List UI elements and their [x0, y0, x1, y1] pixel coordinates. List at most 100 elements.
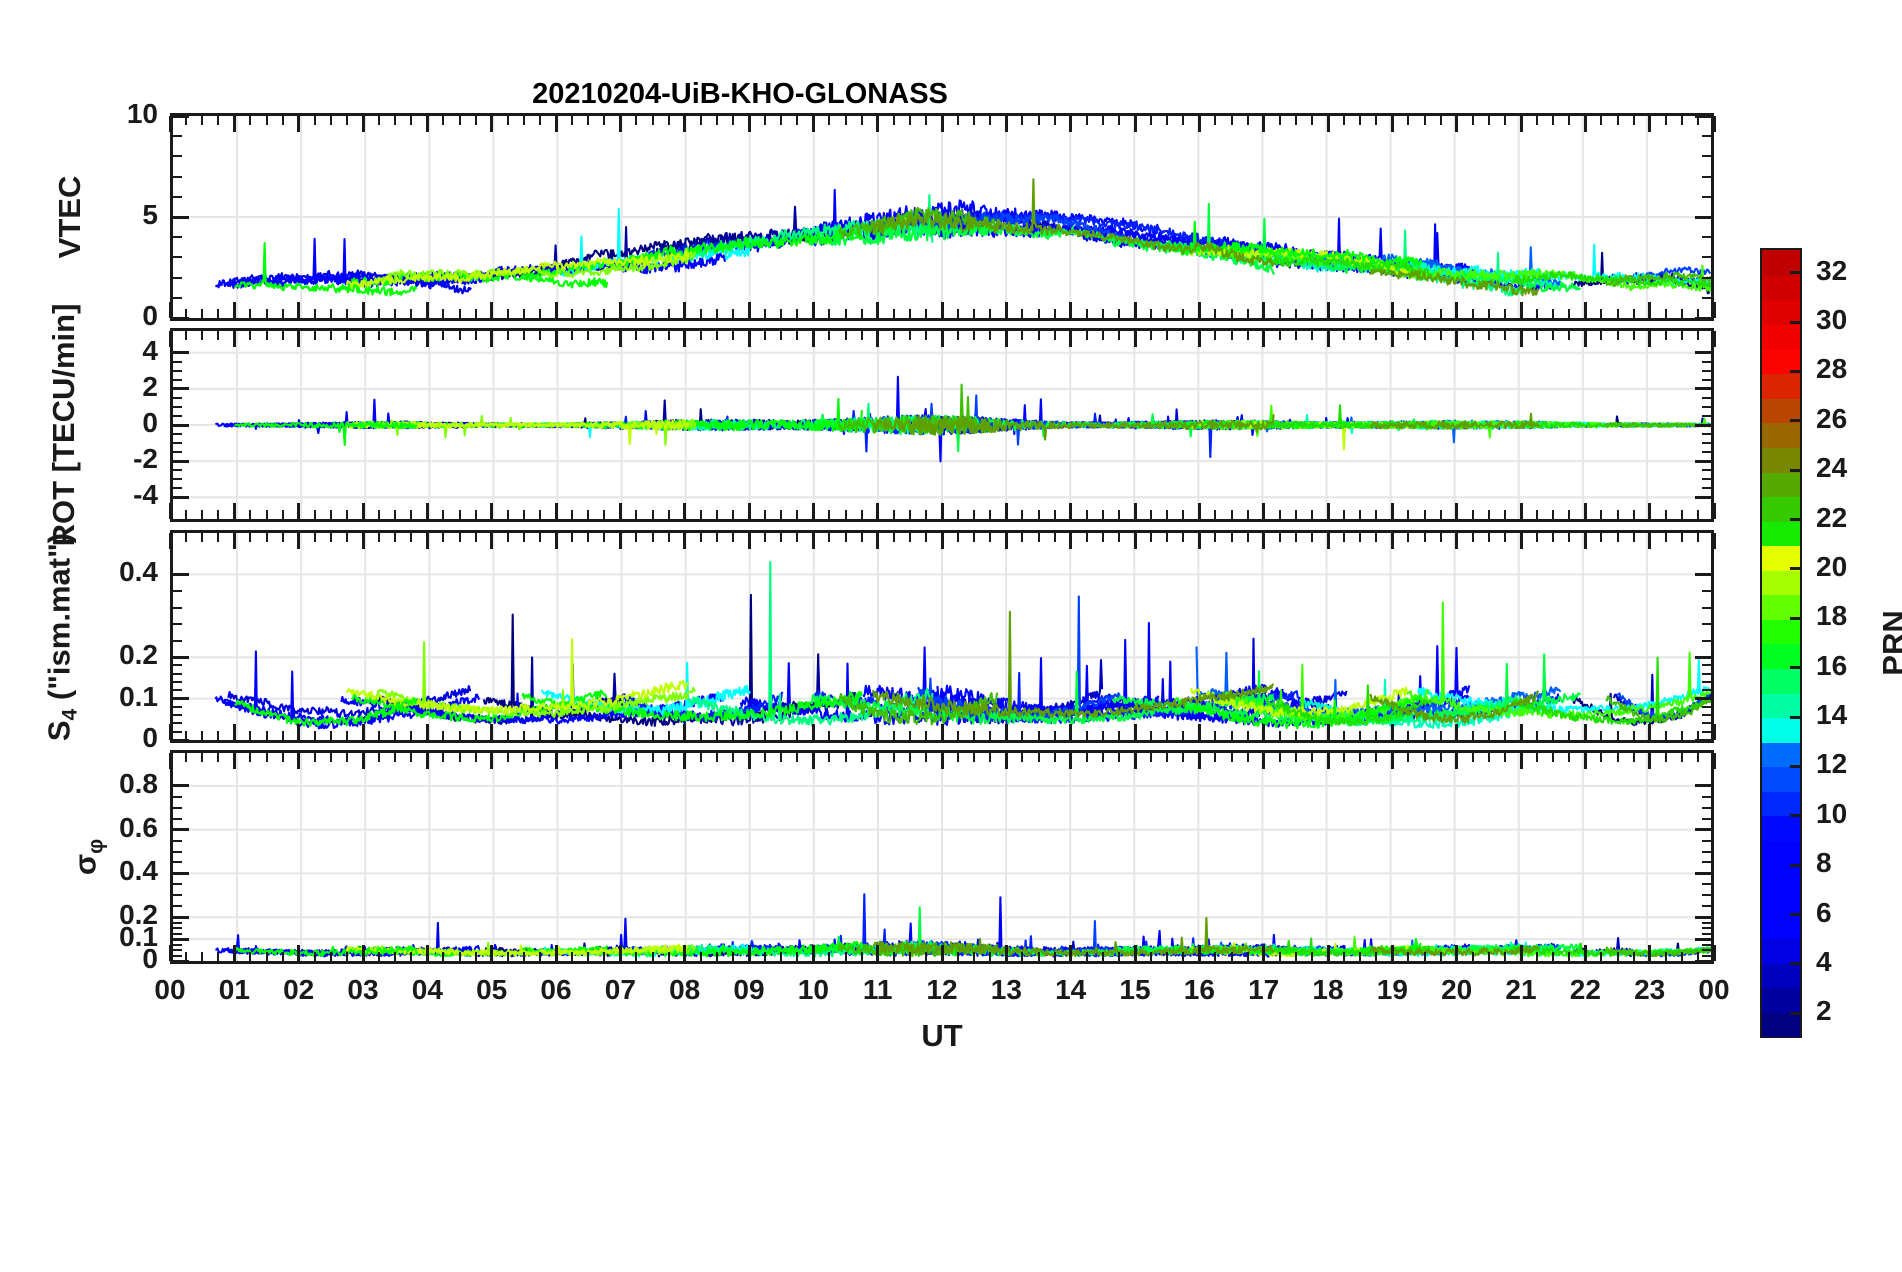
xtick-mark	[425, 753, 429, 769]
xtick-minor-mark	[1117, 753, 1120, 762]
xtick-minor-mark	[957, 116, 960, 125]
colorbar-tick-mark	[1790, 715, 1802, 719]
xtick-minor-mark	[667, 116, 670, 125]
xtick-minor-mark	[796, 309, 799, 318]
xtick-minor-mark	[1101, 753, 1104, 762]
colorbar-tick-label-13: 28	[1816, 353, 1848, 385]
colorbar-segment	[1762, 323, 1800, 350]
ytick-mark	[1695, 784, 1711, 788]
xtick-minor-mark	[394, 116, 397, 125]
colorbar-tick-mark	[1790, 863, 1802, 867]
xaxis-label: UT	[921, 1018, 963, 1053]
xtick-mark	[811, 724, 815, 740]
xtick-minor-mark	[329, 116, 332, 125]
ytick-minor-mark	[173, 256, 182, 259]
panel-vtec	[170, 113, 1714, 321]
xtick-minor-mark	[699, 309, 702, 318]
ytick-minor-mark	[173, 433, 182, 436]
xtick-minor-mark	[1101, 731, 1104, 740]
xtick-minor-mark	[506, 331, 509, 340]
ytick-minor-mark	[173, 894, 182, 897]
xtick-minor-mark	[1021, 309, 1024, 318]
colorbar-segment	[1762, 913, 1800, 940]
xtick-minor-mark	[1471, 116, 1474, 125]
xtick-mark	[1326, 533, 1330, 549]
xtick-minor-mark	[1439, 510, 1442, 519]
xtick-minor-mark	[1487, 331, 1490, 340]
ytick-mark	[173, 351, 189, 355]
xtick-minor-mark	[908, 510, 911, 519]
xtick-minor-mark	[1246, 731, 1249, 740]
xtick-minor-mark	[1037, 331, 1040, 340]
data-trace-prn-22	[1265, 254, 1433, 279]
xtick-mark	[554, 533, 558, 549]
xtick-mark	[1519, 753, 1523, 769]
xtick-minor-mark	[1632, 753, 1635, 762]
colorbar-segment	[1762, 348, 1800, 375]
xtick-mark	[1133, 331, 1137, 347]
ytick-minor-mark	[1702, 921, 1711, 924]
xtick-mark	[1004, 945, 1008, 961]
xtick-mark	[297, 302, 301, 318]
xtick-minor-mark	[1053, 116, 1056, 125]
colorbar-segment	[1762, 716, 1800, 743]
xtick-minor-mark	[860, 331, 863, 340]
xtick-minor-mark	[1696, 952, 1699, 961]
xtick-minor-mark	[1278, 952, 1281, 961]
xtick-mark	[168, 116, 172, 132]
xtick-minor-mark	[1085, 753, 1088, 762]
xtick-minor-mark	[651, 753, 654, 762]
xtick-minor-mark	[538, 309, 541, 318]
xtick-mark	[1004, 331, 1008, 347]
xtick-minor-mark	[410, 753, 413, 762]
xtick-minor-mark	[764, 533, 767, 542]
xtick-minor-mark	[908, 533, 911, 542]
xtick-minor-mark	[587, 331, 590, 340]
xtick-mark	[1390, 724, 1394, 740]
xtick-minor-mark	[1150, 309, 1153, 318]
xtick-mark	[1133, 753, 1137, 769]
xtick-minor-mark	[603, 753, 606, 762]
xtick-mark	[554, 503, 558, 519]
xtick-minor-mark	[989, 731, 992, 740]
xtick-mark	[425, 533, 429, 549]
xtick-minor-mark	[860, 533, 863, 542]
xtick-minor-mark	[1278, 116, 1281, 125]
xtick-mark	[361, 503, 365, 519]
xtick-minor-mark	[522, 753, 525, 762]
colorbar-tick-label-11: 24	[1816, 452, 1848, 484]
xtick-minor-mark	[731, 331, 734, 340]
xtick-mark	[297, 753, 301, 769]
xtick-minor-mark	[924, 731, 927, 740]
xtick-minor-mark	[538, 753, 541, 762]
xtick-mark	[554, 116, 558, 132]
xtick-minor-mark	[1568, 952, 1571, 961]
colorbar-tick-label-5: 12	[1816, 748, 1848, 780]
xtick-minor-mark	[474, 510, 477, 519]
xtick-minor-mark	[844, 952, 847, 961]
xtick-minor-mark	[538, 116, 541, 125]
xtick-minor-mark	[185, 533, 188, 542]
xtick-mark	[1326, 331, 1330, 347]
xtick-minor-mark	[1664, 309, 1667, 318]
xtick-minor-mark	[522, 731, 525, 740]
colorbar-tick-label-4: 10	[1816, 797, 1848, 829]
xtick-minor-mark	[571, 510, 574, 519]
xtick-minor-mark	[1053, 331, 1056, 340]
xtick-mark	[490, 503, 494, 519]
ytick-minor-mark	[173, 681, 182, 684]
xtick-minor-mark	[1503, 331, 1506, 340]
xtick-mark	[1455, 116, 1459, 132]
xtick-mark	[425, 945, 429, 961]
xtick-minor-mark	[828, 510, 831, 519]
xtick-minor-mark	[1407, 116, 1410, 125]
xtick-minor-mark	[1359, 510, 1362, 519]
xtick-minor-mark	[394, 952, 397, 961]
xtick-minor-mark	[1487, 753, 1490, 762]
colorbar-segment	[1762, 372, 1800, 399]
colorbar-tick-label-9: 20	[1816, 550, 1848, 582]
xtick-minor-mark	[1616, 309, 1619, 318]
xtick-minor-mark	[313, 309, 316, 318]
xtick-minor-mark	[1536, 510, 1539, 519]
xtick-minor-mark	[345, 952, 348, 961]
